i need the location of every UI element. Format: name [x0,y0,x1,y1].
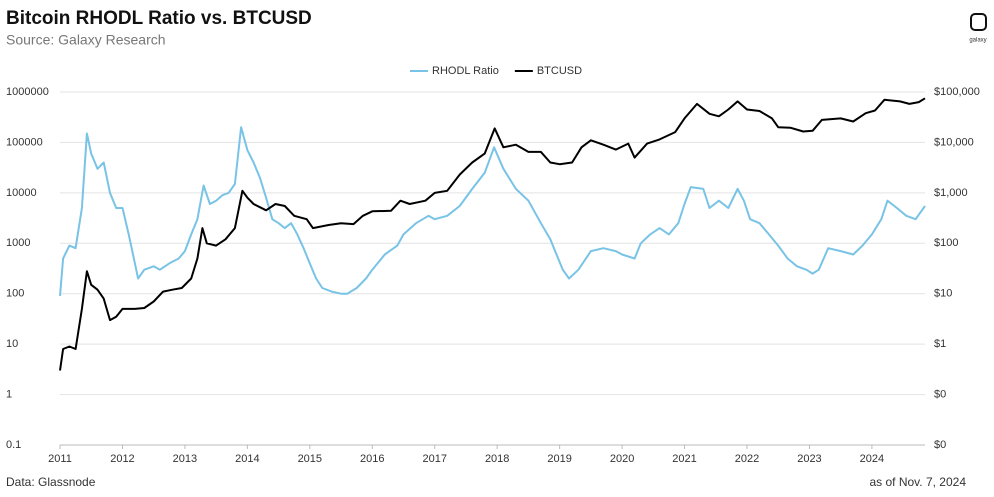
series-line [59,126,926,297]
logo-text: galaxy [969,38,986,44]
as-of-note: as of Nov. 7, 2024 [869,475,966,489]
y-tick-label: 100000 [6,136,43,148]
legend-label: RHODL Ratio [432,65,499,77]
y-tick-label: 100 [6,288,24,300]
y2-tick-label: $0 [934,388,946,400]
x-tick-label: 2017 [422,453,446,465]
data-source: Data: Glassnode [6,475,96,489]
y2-tick-label: $0 [934,439,946,451]
legend-label: BTCUSD [537,65,582,77]
y-tick-label: 1000 [6,237,30,249]
y2-tick-label: $1,000 [934,187,968,199]
x-tick-label: 2011 [48,453,72,465]
y-tick-label: 1000000 [6,86,49,98]
y-tick-label: 0.1 [6,439,21,451]
series-line [59,97,926,371]
x-tick-label: 2018 [485,453,509,465]
x-tick-label: 2022 [735,453,759,465]
x-tick-label: 2019 [547,453,571,465]
logo-mark [970,13,987,31]
x-tick-label: 2023 [797,453,821,465]
x-tick-label: 2016 [360,453,384,465]
y2-tick-label: $100,000 [934,86,980,98]
y2-tick-label: $10,000 [934,136,974,148]
y2-tick-label: $100 [934,237,958,249]
x-tick-label: 2015 [298,453,322,465]
y-tick-label: 10000 [6,187,37,199]
x-tick-label: 2013 [173,453,197,465]
x-tick-label: 2014 [235,453,259,465]
y2-tick-label: $10 [934,288,952,300]
x-tick-label: 2012 [110,453,134,465]
y-tick-label: 10 [6,338,18,350]
x-tick-label: 2021 [672,453,696,465]
chart-subtitle: Source: Galaxy Research [6,32,166,48]
y2-tick-label: $1 [934,338,946,350]
x-tick-label: 2020 [610,453,634,465]
x-tick-label: 2024 [860,453,884,465]
y-tick-label: 1 [6,388,12,400]
chart-title: Bitcoin RHODL Ratio vs. BTCUSD [6,8,312,29]
